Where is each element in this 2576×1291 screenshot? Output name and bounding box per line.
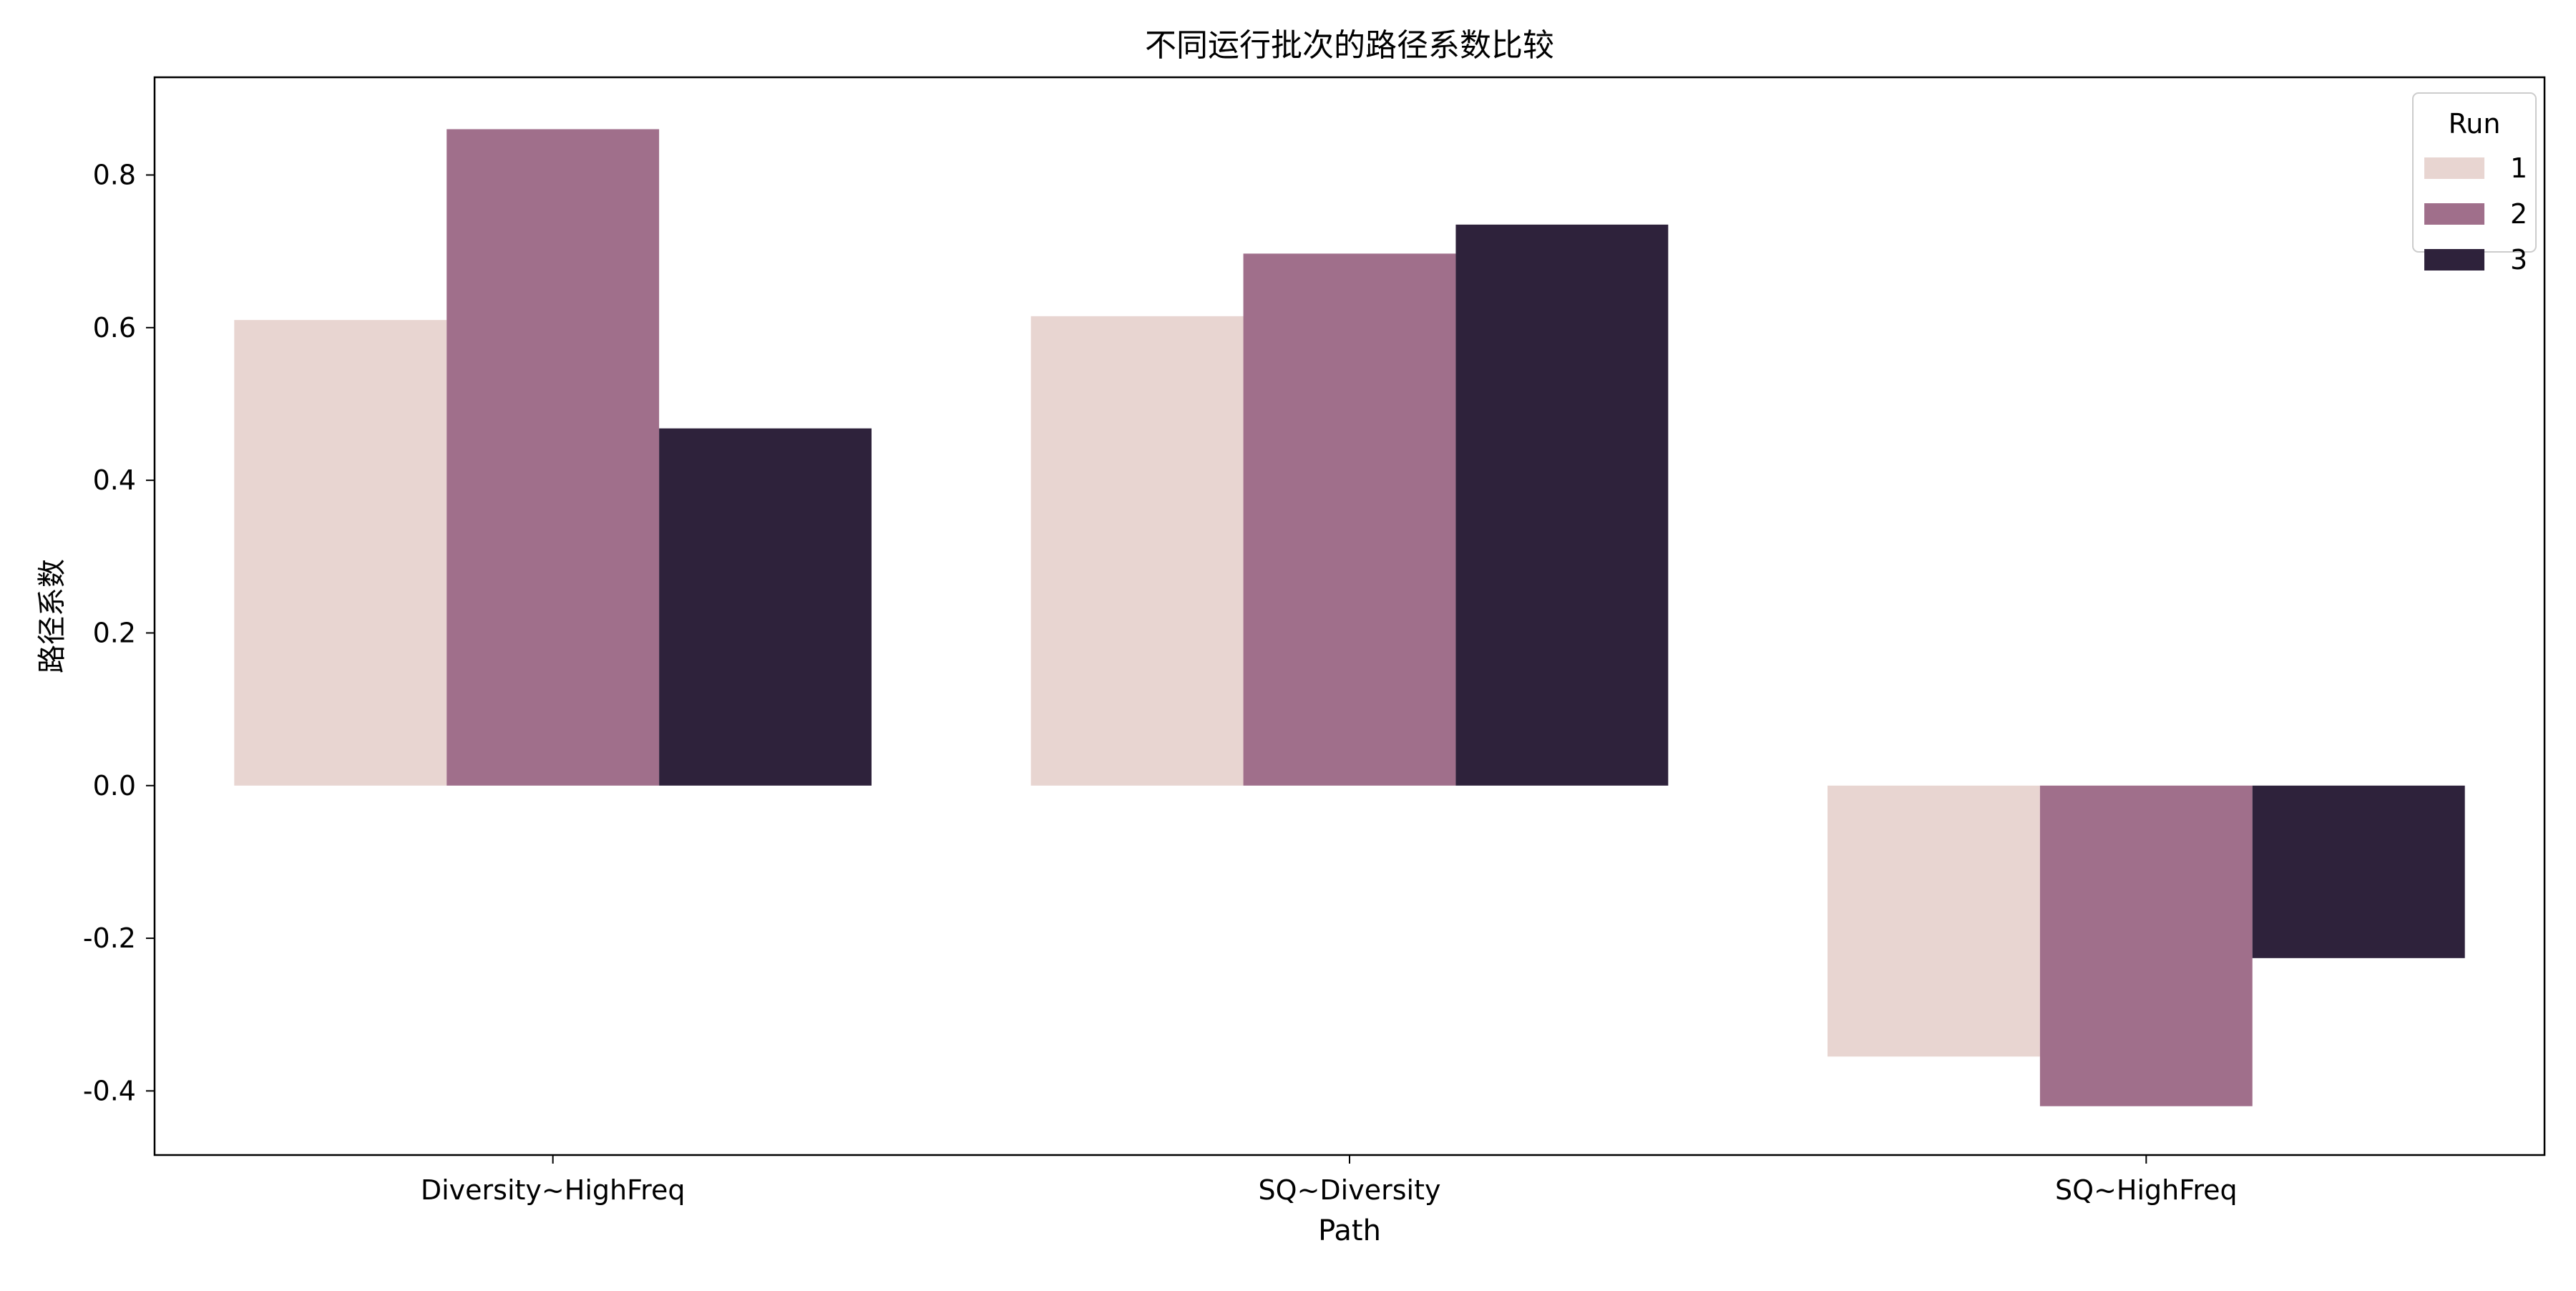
x-axis-label: Path [1318,1214,1381,1247]
y-tick-label: -0.2 [83,922,136,954]
x-axis: Diversity~HighFreq SQ~Diversity SQ~HighFre… [421,1155,2238,1206]
legend: Run 1 2 3 [2412,92,2537,276]
legend-swatch-run-2 [2424,203,2484,225]
bar-diversity-highfreq-run-3 [659,428,872,786]
bar-sq-diversity-run-3 [1455,224,1669,786]
bar-sq-diversity-run-2 [1243,253,1456,786]
y-tick-label: 0.4 [93,464,136,496]
legend-label-run-1: 1 [2510,152,2527,184]
x-tick-label: SQ~Diversity [1259,1174,1441,1206]
legend-label-run-3: 3 [2510,244,2527,276]
bar-diversity-highfreq-run-2 [447,129,660,786]
y-tick-label: 0.0 [93,770,136,802]
bar-sq-highfreq-run-1 [1828,785,2040,1057]
x-tick-label: SQ~HighFreq [2055,1174,2238,1206]
legend-swatch-run-1 [2424,157,2484,179]
x-tick-label: Diversity~HighFreq [421,1174,686,1206]
legend-swatch-run-3 [2424,249,2484,271]
plot-frame [153,76,2546,1156]
chart-title: 不同运行批次的路径系数比较 [1145,27,1554,64]
y-axis-label: 路径系数 [36,559,69,673]
bar-sq-diversity-run-1 [1030,316,1244,786]
bar-sq-highfreq-run-2 [2039,785,2253,1106]
y-tick-label: 0.8 [93,160,136,191]
bars-group [234,129,2465,1106]
y-axis: -0.4 -0.2 0.0 0.2 0.4 0.6 0.8 [83,160,155,1106]
legend-label-run-2: 2 [2510,198,2527,230]
bar-sq-highfreq-run-3 [2252,785,2465,958]
bar-diversity-highfreq-run-1 [234,320,447,786]
y-tick-label: -0.4 [83,1075,136,1106]
y-tick-label: 0.2 [93,617,136,648]
legend-title: Run [2449,108,2501,140]
y-tick-label: 0.6 [93,312,136,344]
